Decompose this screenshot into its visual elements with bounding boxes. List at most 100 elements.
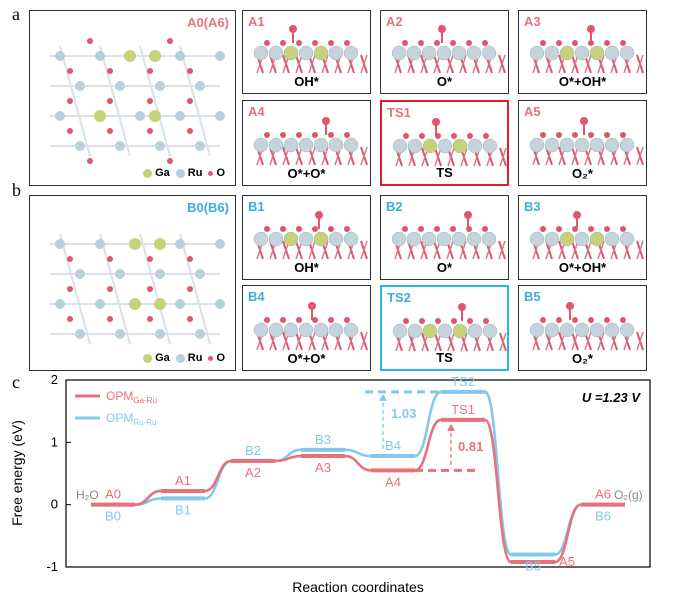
ru-atom	[451, 45, 467, 61]
o-atom	[344, 226, 350, 232]
bond	[597, 331, 605, 351]
state-label: B1	[175, 502, 191, 517]
state-label: TS1	[451, 402, 475, 417]
adsorbate-o	[289, 25, 297, 33]
panel-b4: B4 O*+O*	[242, 285, 371, 371]
o-atom	[296, 40, 302, 46]
o-atom	[296, 317, 302, 323]
o-atom	[435, 318, 441, 324]
bond	[321, 146, 329, 166]
legend-ga: Ga	[155, 167, 170, 179]
ru-atom	[437, 323, 453, 339]
o-atom	[344, 132, 350, 138]
ru-atom	[482, 323, 498, 339]
plot-frame	[65, 379, 651, 568]
bond	[360, 146, 368, 166]
state-label: B5	[525, 559, 541, 574]
ru-atom	[604, 231, 620, 247]
structure-b0: B0(B6) Ga Ru O	[29, 195, 236, 371]
panel-b3: B3 O*+OH*	[518, 195, 647, 280]
ga-dot-icon	[143, 353, 153, 363]
bond	[447, 332, 455, 352]
bond	[460, 332, 468, 352]
bond	[446, 54, 454, 74]
ru-atom	[253, 45, 269, 61]
structure-tag: B0(B6)	[187, 200, 229, 215]
side-view-slab	[529, 25, 644, 74]
energy-curve	[91, 418, 625, 564]
panel-caption: TS	[436, 165, 453, 180]
state-label: A2	[245, 465, 261, 480]
panel-tag: B2	[386, 199, 403, 214]
o-atom	[588, 132, 594, 138]
panel-b2: B2 O*	[380, 195, 509, 280]
ru-atom	[481, 45, 497, 61]
o-atom	[451, 133, 457, 139]
bond	[308, 240, 316, 260]
panel-label-b: b	[12, 180, 21, 200]
panel-caption: O*+O*	[287, 351, 326, 366]
o-atom	[588, 226, 594, 232]
ru-atom	[559, 322, 575, 338]
ga-atom	[422, 323, 438, 339]
ru-atom	[544, 231, 560, 247]
panel-b5: B5 O₂*	[518, 285, 647, 371]
ru-atom	[392, 138, 408, 154]
o-atom	[402, 226, 408, 232]
ru-atom	[451, 231, 467, 247]
bond	[597, 54, 605, 74]
ru-atom	[604, 322, 620, 338]
ru-atom	[421, 231, 437, 247]
ru-atom	[467, 323, 483, 339]
panel-tag: B5	[524, 289, 541, 304]
bond	[459, 240, 467, 260]
adsorbate-o	[566, 302, 574, 310]
o-atom	[312, 226, 318, 232]
legend-o: O	[216, 352, 225, 364]
o-atom	[540, 317, 546, 323]
panel-tag: A4	[248, 104, 265, 119]
energy-curve	[91, 390, 625, 556]
state-label: A6	[595, 487, 611, 502]
ru-atom	[298, 45, 314, 61]
state-label: A0	[105, 487, 121, 502]
ru-atom	[467, 138, 483, 154]
ru-atom	[436, 45, 452, 61]
state-label: B2	[245, 443, 261, 458]
bond	[308, 146, 316, 166]
panel-tag: A3	[524, 14, 541, 29]
side-view-slab	[253, 117, 368, 166]
ru-atom	[253, 231, 269, 247]
adsorbate-o	[315, 211, 323, 219]
ru-atom	[268, 231, 284, 247]
panel-label-a: a	[12, 4, 20, 24]
o-atom	[556, 226, 562, 232]
o-atom	[483, 318, 489, 324]
o-atom	[328, 40, 334, 46]
ru-atom	[407, 138, 423, 154]
legend-ga: Ga	[155, 352, 170, 364]
o-atom	[572, 317, 578, 323]
y-tick-label: 0	[51, 497, 58, 512]
o-atom	[280, 40, 286, 46]
panel-a1: A1 OH*	[242, 10, 371, 94]
o-atom	[418, 40, 424, 46]
ru-atom	[298, 322, 314, 338]
ga-atom	[452, 323, 468, 339]
ru-atom	[529, 231, 545, 247]
ga-atom	[589, 45, 605, 61]
bond	[360, 54, 368, 74]
side-view-slab	[529, 302, 644, 351]
free-energy-diagram: Free energy (eV) Reaction coordinates U …	[9, 374, 651, 595]
o-atom	[434, 40, 440, 46]
side-view-slab	[391, 25, 506, 74]
o-atom	[328, 317, 334, 323]
panel-tag: B1	[248, 199, 265, 214]
o-atom	[588, 317, 594, 323]
ru-atom	[313, 322, 329, 338]
ru-atom	[481, 231, 497, 247]
panel-tag: B3	[524, 199, 541, 214]
ga-dot-icon	[143, 168, 153, 178]
state-label: B4	[385, 438, 401, 453]
bond	[459, 54, 467, 74]
